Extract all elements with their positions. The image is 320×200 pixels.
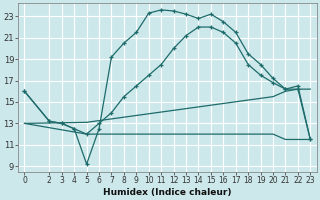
X-axis label: Humidex (Indice chaleur): Humidex (Indice chaleur) xyxy=(103,188,232,197)
